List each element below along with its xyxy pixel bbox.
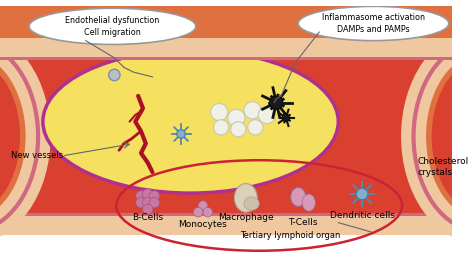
Ellipse shape [298,6,449,41]
Ellipse shape [0,42,38,231]
Circle shape [143,197,153,208]
Text: Monocytes: Monocytes [179,220,228,229]
FancyBboxPatch shape [0,38,452,235]
Circle shape [109,69,120,81]
Ellipse shape [423,33,474,240]
Circle shape [136,191,146,201]
Circle shape [177,130,185,138]
Text: B-Cells: B-Cells [132,213,163,222]
Circle shape [149,191,160,201]
Ellipse shape [0,33,28,240]
Text: Inflammasome activation
DAMPs and PAMPs: Inflammasome activation DAMPs and PAMPs [322,13,425,34]
Circle shape [244,102,261,119]
Ellipse shape [291,187,306,206]
Ellipse shape [29,8,196,44]
Ellipse shape [235,183,257,212]
Bar [0,60,452,213]
Ellipse shape [302,194,315,211]
Circle shape [143,189,153,199]
Text: T-Cells: T-Cells [288,218,318,227]
Circle shape [270,96,283,109]
Bar [0,216,452,235]
Circle shape [258,107,275,123]
Circle shape [282,114,290,122]
Text: Endothelial dysfunction
Cell migration: Endothelial dysfunction Cell migration [65,16,160,37]
Text: Macrophage: Macrophage [218,213,273,222]
Circle shape [136,197,146,208]
Text: Tertiary lymphoid organ: Tertiary lymphoid organ [240,232,341,240]
Circle shape [193,207,203,217]
Circle shape [248,120,263,135]
Ellipse shape [413,42,474,231]
Circle shape [149,197,160,208]
Bar [0,2,452,60]
Bar [0,0,452,57]
Circle shape [143,204,153,215]
Bar [0,57,452,60]
Circle shape [198,201,208,210]
Ellipse shape [0,61,20,212]
Circle shape [230,122,246,137]
Text: Dendritic cells: Dendritic cells [329,211,394,220]
Bar [0,213,452,216]
Bar [0,57,452,60]
Text: New vessels: New vessels [11,151,64,160]
Ellipse shape [244,197,259,210]
Circle shape [203,207,212,217]
Circle shape [210,104,228,121]
Circle shape [213,120,228,135]
Ellipse shape [43,50,338,193]
Text: Cholesterol
crystals: Cholesterol crystals [417,157,469,178]
Bar [0,0,452,38]
Circle shape [356,188,368,200]
Circle shape [228,109,245,126]
Bar [0,38,452,57]
Ellipse shape [432,61,474,212]
